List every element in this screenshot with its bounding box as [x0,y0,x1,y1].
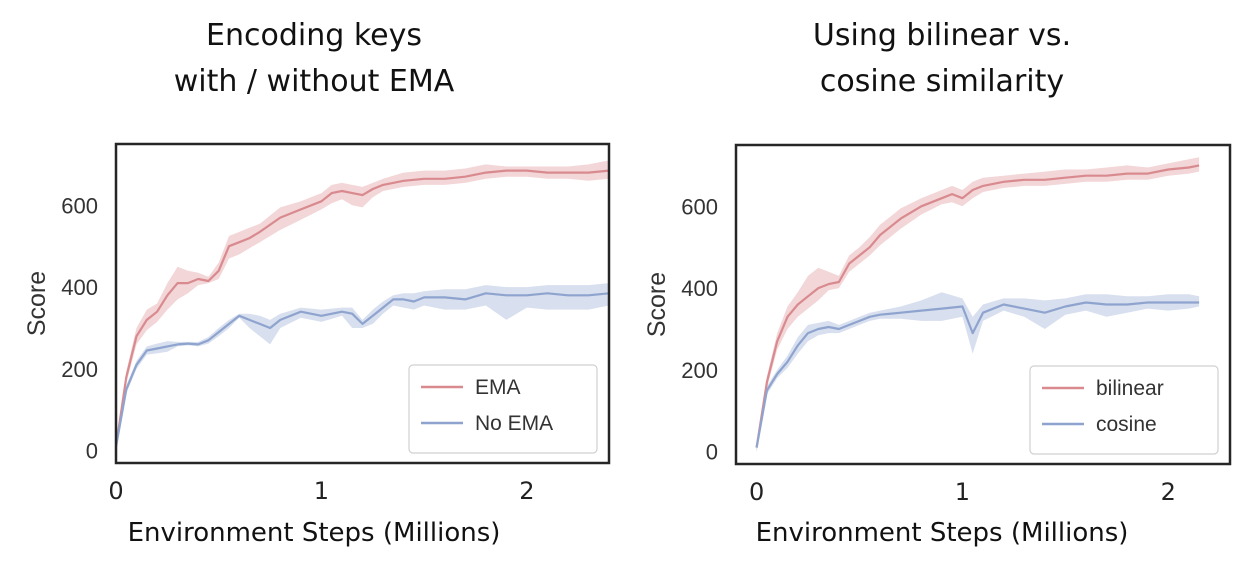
y-tick-label: 400 [681,276,718,301]
right-chart-title-line2: cosine similarity [819,64,1065,99]
series-ema [114,160,610,451]
y-tick-label: 400 [61,275,98,300]
legend-label: No EMA [475,412,553,435]
right-chart-svg: 0 200 400 600 0 1 2 Score bilinear cosine [643,143,1232,506]
y-tick-label: 600 [681,194,718,219]
series-line [114,169,610,447]
series-bilinear [755,157,1200,452]
series-no-ema [114,283,610,451]
left-x-axis-label: Environment Steps (Millions) [127,518,501,548]
left-panel: Encoding keys with / without EMA 0 200 400… [23,18,611,548]
series-line [114,292,610,447]
legend: EMA No EMA [408,364,598,454]
left-chart-svg: 0 200 400 600 0 1 2 Score EMA No EMA [23,142,611,505]
x-tick-label: 1 [955,478,970,506]
confidence-band [116,160,609,451]
left-chart-title-line1: Encoding keys [206,18,422,53]
x-tick-label: 0 [749,478,764,506]
legend-label: EMA [475,376,521,399]
y-tick-label: 200 [61,357,98,382]
y-axis-label: Score [23,271,51,336]
legend: bilinear cosine [1029,365,1219,455]
x-tick-label: 2 [1161,478,1176,506]
x-tick-label: 2 [519,477,534,505]
confidence-band [116,283,609,451]
plot-frame [114,142,611,465]
y-tick-label: 200 [681,358,718,383]
legend-label: bilinear [1096,377,1164,400]
right-panel: Using bilinear vs. cosine similarity 0 20… [628,0,1256,577]
x-tick-label: 0 [108,477,123,505]
plot-frame [734,143,1232,466]
y-tick-label: 600 [61,193,98,218]
series-line [755,164,1200,448]
legend-label: cosine [1096,413,1157,436]
y-tick-label: 0 [706,440,718,465]
x-tick-label: 1 [314,477,329,505]
y-tick-label: 0 [86,439,98,464]
right-x-axis-label: Environment Steps (Millions) [755,518,1129,548]
series-line [755,301,1200,448]
y-axis-label: Score [643,272,671,337]
series-cosine [755,292,1200,452]
right-chart-title-line1: Using bilinear vs. [812,18,1072,53]
left-chart-title-line2: with / without EMA [173,64,455,99]
